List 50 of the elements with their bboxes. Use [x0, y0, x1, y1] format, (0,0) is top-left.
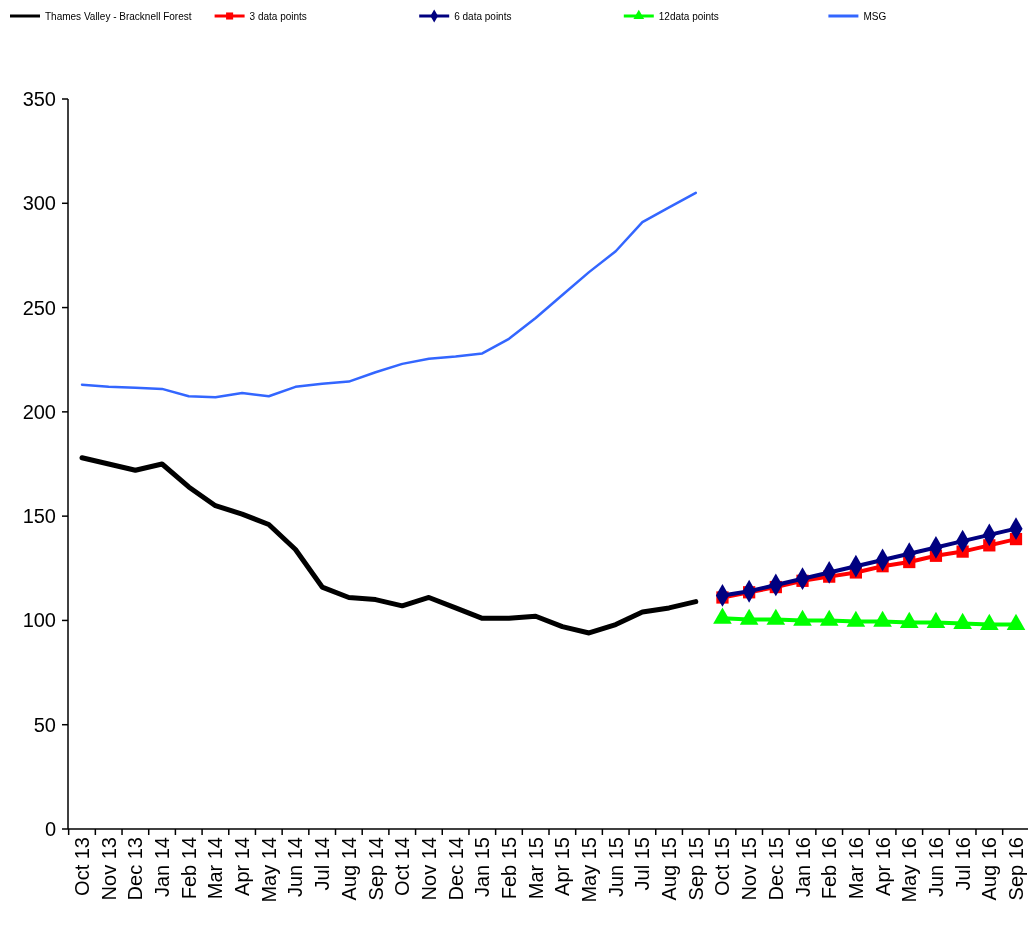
y-tick-label: 300 [22, 192, 56, 215]
line-series [80, 191, 698, 399]
x-tick-label: Nov 15 [738, 837, 761, 901]
x-tick-label: Mar 14 [204, 837, 227, 900]
y-tick-label: 100 [22, 609, 56, 632]
x-tick-label: Sep 14 [364, 837, 387, 901]
legend-label: 3 data points [249, 10, 307, 22]
x-tick-label: Jan 14 [151, 837, 174, 898]
legend-label: Thames Valley - Bracknell Forest [45, 10, 192, 22]
x-tick-label: Jun 14 [284, 837, 307, 898]
x-tick-label: Jul 14 [311, 837, 334, 891]
x-tick-label: Jun 15 [604, 837, 627, 898]
legend-label: MSG [863, 10, 887, 22]
x-tick-label: Nov 14 [417, 837, 440, 901]
x-tick-label: Feb 15 [497, 837, 520, 900]
x-tick-label: Nov 13 [97, 837, 120, 901]
y-tick-label: 150 [22, 505, 56, 528]
legend-label: 12data points [658, 10, 719, 22]
x-tick-label: Jun 16 [924, 837, 947, 898]
x-tick-label: Dec 14 [444, 837, 467, 901]
y-tick-label: 0 [44, 818, 56, 840]
x-tick-label: Oct 14 [391, 837, 414, 896]
y-tick-label: 200 [22, 400, 56, 423]
x-tick-label: Apr 15 [551, 837, 574, 896]
x-tick-label: Dec 13 [124, 837, 147, 901]
x-tick-label: Jul 15 [631, 837, 654, 891]
x-tick-label: Sep 15 [684, 837, 707, 901]
x-tick-label: Apr 14 [231, 837, 254, 896]
x-tick-label: Apr 16 [871, 837, 894, 896]
x-tick-label: Oct 15 [711, 837, 734, 896]
x-tick-label: Aug 15 [658, 837, 681, 901]
x-tick-label: Mar 16 [844, 837, 867, 900]
x-tick-label: Oct 13 [71, 837, 93, 896]
y-tick-label: 350 [22, 88, 56, 110]
x-tick-label: Aug 14 [337, 837, 360, 901]
x-tick-label: May 14 [257, 837, 280, 903]
x-tick-label: May 16 [898, 837, 921, 903]
x-tick-label: Jan 15 [471, 837, 494, 898]
x-tick-label: Sep 16 [1005, 837, 1027, 901]
x-tick-label: Dec 15 [764, 837, 787, 901]
x-tick-label: Mar 15 [524, 837, 547, 900]
x-tick-label: May 15 [578, 837, 601, 903]
y-tick-label: 250 [22, 296, 56, 319]
y-tick-label: 50 [33, 713, 56, 736]
x-tick-label: Jan 16 [791, 837, 814, 898]
legend-label: 6 data points [454, 10, 512, 22]
x-tick-label: Aug 16 [978, 837, 1001, 901]
x-tick-label: Feb 14 [177, 837, 200, 900]
x-tick-label: Jul 16 [951, 837, 974, 891]
x-tick-label: Feb 16 [818, 837, 841, 900]
